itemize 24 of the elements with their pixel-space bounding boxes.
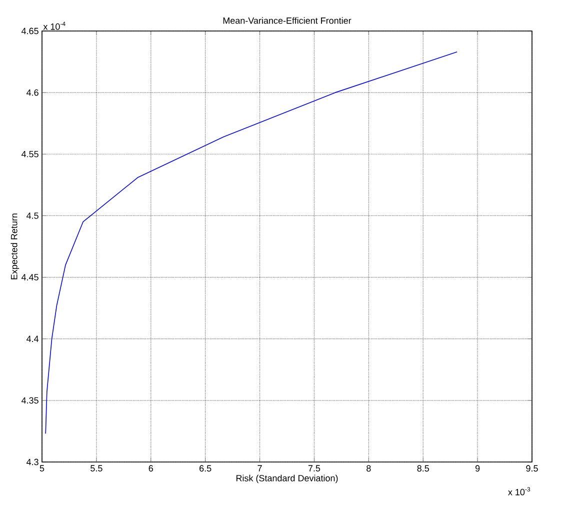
y-axis-title: Expected Return — [10, 214, 20, 280]
text: x 10$^{-4}$ — [43, 22, 66, 30]
y-tick-label: 4.5 — [26, 212, 38, 219]
line-series — [45, 52, 458, 434]
x-tick-label: 7.5 — [308, 465, 320, 472]
x-tick-label: 8 — [366, 465, 371, 472]
x-tick-label: 9.5 — [526, 465, 538, 472]
x-axis-title: Risk (Standard Deviation) — [236, 474, 338, 484]
x-tick-label: 8.5 — [417, 465, 429, 472]
y-tick-label: 4.65 — [21, 28, 38, 34]
x-tick-label: 6.5 — [200, 465, 212, 472]
text: x 10$^{-3}$ — [508, 487, 530, 496]
x-tick-label: 6 — [148, 465, 153, 472]
x-tick-label: 9 — [475, 465, 480, 472]
y-tick-label: 4.55 — [21, 150, 38, 158]
x-tick-label: 7 — [258, 465, 262, 472]
y-tick-label: 4.6 — [26, 89, 38, 96]
y-tick-label: 4.45 — [21, 274, 38, 280]
y-tick-label: 4.35 — [21, 397, 38, 404]
x-tick-label: 5.5 — [90, 465, 102, 472]
chart-title: Mean-Variance-Efficient Frontier — [223, 17, 352, 24]
y-tick-label: 4.4 — [26, 336, 39, 342]
y-tick-label: 4.3 — [26, 458, 38, 466]
x-tick-label: 5 — [40, 465, 44, 472]
